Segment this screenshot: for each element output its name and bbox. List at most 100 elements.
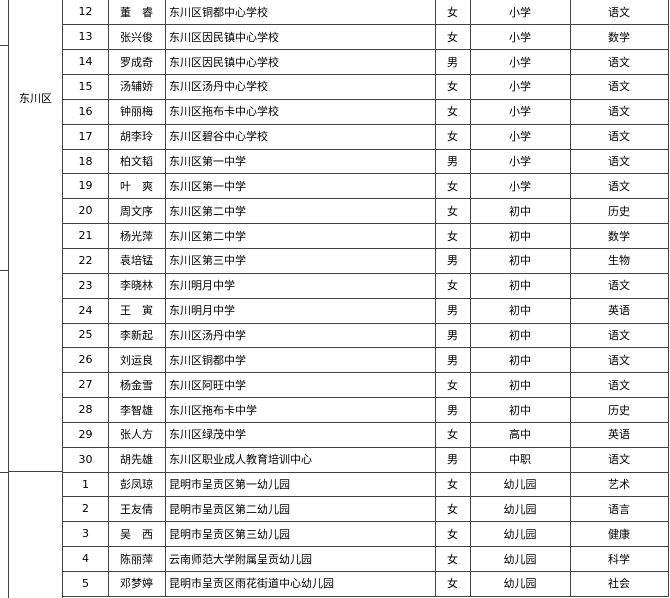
row-number: 23 [62,272,109,299]
stage: 高中 [470,421,571,448]
separator [0,472,8,473]
stage: 中职 [470,446,571,473]
teacher-name: 李智雄 [108,397,166,423]
school-name: 昆明市呈贡区第二幼儿园 [165,496,436,523]
subject: 语文 [570,98,669,125]
teacher-name: 叶 爽 [108,173,166,200]
stage: 小学 [470,148,571,175]
school-name: 东川区拖布卡中学 [165,397,436,423]
row-number: 21 [62,223,109,249]
stage: 小学 [470,74,571,100]
school-name: 东川区阿旺中学 [165,372,436,399]
teacher-name: 张兴俊 [108,24,166,51]
row-number: 25 [62,322,109,349]
school-name: 昆明市呈贡区第一幼儿园 [165,471,436,498]
school-name: 东川区职业成人教育培训中心 [165,446,436,473]
row-number: 28 [62,397,109,423]
subject: 语文 [570,372,669,399]
district-cell [8,0,63,472]
stage: 初中 [470,397,571,423]
subject: 社会 [570,571,669,597]
gender: 女 [435,521,471,548]
school-name: 东川区汤丹中心学校 [165,74,436,100]
subject: 艺术 [570,471,669,498]
row-number: 20 [62,198,109,225]
school-name: 东川明月中学 [165,297,436,324]
subject: 英语 [570,421,669,448]
teacher-name: 董 睿 [108,0,166,26]
subject: 健康 [570,521,669,548]
stage: 初中 [470,198,571,225]
gender: 男 [435,397,471,423]
school-name: 东川明月中学 [165,272,436,299]
district-label: 东川区 [19,92,52,105]
gender: 女 [435,421,471,448]
separator [0,270,8,271]
school-name: 东川区第一中学 [165,148,436,175]
school-name: 东川区第三中学 [165,248,436,274]
teacher-name: 柏文韬 [108,148,166,175]
gender: 女 [435,272,471,299]
gender: 男 [435,148,471,175]
teacher-name: 彭凤琼 [108,471,166,498]
teacher-name: 李晓林 [108,272,166,299]
gender: 女 [435,74,471,100]
teacher-name: 吴 西 [108,521,166,548]
stage: 小学 [470,123,571,150]
stage: 幼儿园 [470,496,571,523]
school-name: 东川区因民镇中心学校 [165,24,436,51]
gender: 男 [435,248,471,274]
row-number: 4 [62,546,109,573]
stage: 小学 [470,24,571,51]
gender: 女 [435,496,471,523]
subject: 英语 [570,297,669,324]
subject: 历史 [570,198,669,225]
teacher-name: 胡李玲 [108,123,166,150]
stage: 幼儿园 [470,571,571,597]
teacher-name: 张人方 [108,421,166,448]
school-name: 云南师范大学附属呈贡幼儿园 [165,546,436,573]
school-name: 东川区拖布卡中心学校 [165,98,436,125]
teacher-name: 周文序 [108,198,166,225]
row-number: 13 [62,24,109,51]
school-name: 东川区碧谷中心学校 [165,123,436,150]
gender: 男 [435,322,471,349]
row-number: 22 [62,248,109,274]
stage: 幼儿园 [470,546,571,573]
stage: 小学 [470,98,571,125]
school-name: 东川区绿茂中学 [165,421,436,448]
teacher-name: 汤辅娇 [108,74,166,100]
separator [0,45,8,46]
stage: 初中 [470,248,571,274]
stage: 小学 [470,49,571,76]
subject: 语文 [570,148,669,175]
row-number: 5 [62,571,109,597]
row-number: 29 [62,421,109,448]
stage: 初中 [470,322,571,349]
teacher-name: 王友倩 [108,496,166,523]
row-number: 17 [62,123,109,150]
school-name: 东川区第一中学 [165,173,436,200]
subject: 语言 [570,496,669,523]
row-number: 26 [62,347,109,374]
teacher-name: 胡先雄 [108,446,166,473]
stage: 初中 [470,223,571,249]
school-name: 东川区汤丹中学 [165,322,436,349]
gender: 女 [435,223,471,249]
subject: 语文 [570,123,669,150]
school-name: 东川区第二中学 [165,198,436,225]
gender: 女 [435,198,471,225]
subject: 语文 [570,322,669,349]
school-name: 东川区铜都中学 [165,347,436,374]
subject: 数学 [570,223,669,249]
row-number: 27 [62,372,109,399]
gender: 女 [435,123,471,150]
subject: 语文 [570,74,669,100]
subject: 数学 [570,24,669,51]
subject: 语文 [570,347,669,374]
stage: 初中 [470,347,571,374]
stage: 小学 [470,173,571,200]
row-number: 2 [62,496,109,523]
gender: 女 [435,98,471,125]
stage: 小学 [470,0,571,26]
